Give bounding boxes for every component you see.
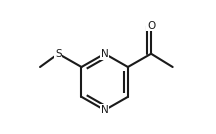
Text: N: N <box>101 49 109 59</box>
Text: O: O <box>147 21 155 31</box>
Text: S: S <box>55 49 62 59</box>
Text: N: N <box>101 105 109 115</box>
